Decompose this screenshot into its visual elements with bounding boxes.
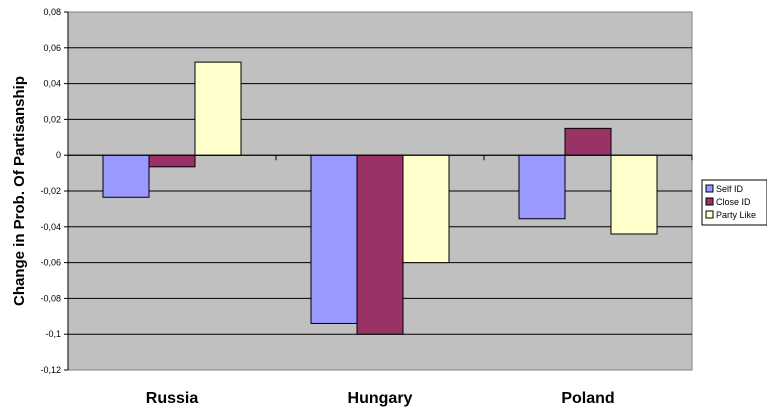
axes xyxy=(64,11,693,371)
category-label: Poland xyxy=(561,390,614,407)
y-axis-label: Change in Prob. Of Partisanship xyxy=(11,76,28,306)
y-tick-label: -0,12 xyxy=(40,365,61,375)
y-tick-label: -0,06 xyxy=(40,258,61,268)
legend-entry: Self ID xyxy=(716,184,744,194)
y-tick-label: 0,02 xyxy=(43,114,61,124)
bar-close-id-hungary xyxy=(356,154,404,335)
category-labels: Russia Hungary Poland xyxy=(146,390,615,407)
y-tick-label: -0,1 xyxy=(45,329,61,339)
bar-close-id-russia xyxy=(148,154,196,168)
bar-party-like-poland xyxy=(610,154,658,235)
legend-entry: Close ID xyxy=(716,197,751,207)
legend-swatch xyxy=(705,184,714,193)
y-tick-label: -0,08 xyxy=(40,293,61,303)
y-tick-label: 0,08 xyxy=(43,7,61,17)
bar-self-id-russia xyxy=(102,154,150,198)
y-tick-label: -0,02 xyxy=(40,186,61,196)
legend-swatch xyxy=(705,210,714,219)
y-tick-labels: 0,08 0,06 0,04 0,02 0 -0,02 -0,04 -0,06 -0,08 -0,… xyxy=(40,7,61,375)
legend: Self ID Close ID Party Like xyxy=(701,179,767,226)
y-tick-label: -0,04 xyxy=(40,222,61,232)
bar-party-like-hungary xyxy=(402,154,450,264)
y-tick-label: 0,04 xyxy=(43,79,61,89)
bars xyxy=(102,61,658,335)
y-tick-label: 0,06 xyxy=(43,43,61,53)
category-label: Hungary xyxy=(348,390,413,407)
bar-party-like-russia xyxy=(194,61,242,156)
bar-self-id-poland xyxy=(518,154,566,220)
bar-self-id-hungary xyxy=(310,154,358,324)
legend-swatch xyxy=(705,197,714,206)
bar-close-id-poland xyxy=(564,127,612,156)
category-label: Russia xyxy=(146,390,199,407)
y-tick-label: 0 xyxy=(56,150,61,160)
legend-entry: Party Like xyxy=(716,210,756,220)
